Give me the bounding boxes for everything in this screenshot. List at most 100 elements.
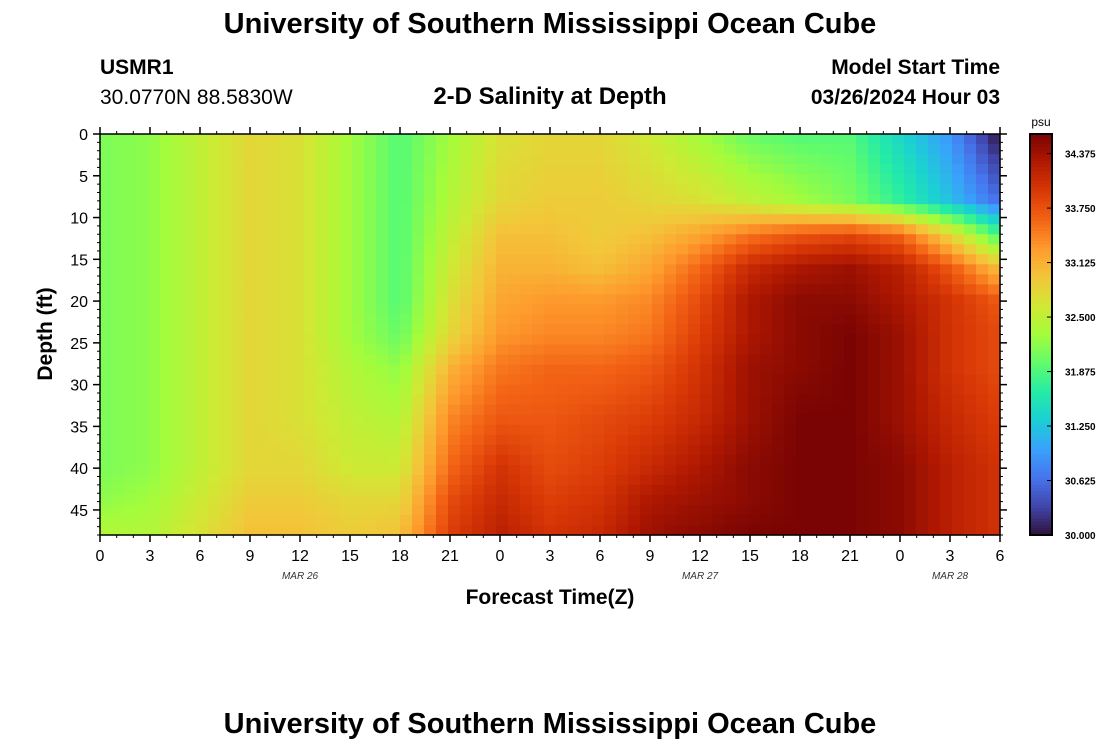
main-title: University of Southern Mississippi Ocean… <box>223 8 877 40</box>
heatmap-cell <box>136 444 149 456</box>
heatmap-cell <box>220 254 233 265</box>
heatmap-cell <box>892 264 905 275</box>
heatmap-cell <box>568 204 581 215</box>
heatmap-cell <box>652 294 665 306</box>
heatmap-cell <box>184 154 197 165</box>
heatmap-cell <box>796 414 809 426</box>
heatmap-cell <box>532 294 545 306</box>
heatmap-cell <box>232 464 245 476</box>
y-axis-title: Depth (ft) <box>34 287 57 380</box>
heatmap-cell <box>604 354 617 366</box>
heatmap-cell <box>568 304 581 316</box>
heatmap-cell <box>352 304 365 316</box>
heatmap-cell <box>400 394 413 406</box>
heatmap-cell <box>700 324 713 336</box>
heatmap-cell <box>232 264 245 275</box>
heatmap-cell <box>460 394 473 406</box>
heatmap-cell <box>676 264 689 275</box>
colorbar-segment <box>1030 254 1052 259</box>
heatmap-cell <box>304 524 317 536</box>
colorbar-segment <box>1030 381 1052 386</box>
heatmap-cell <box>760 274 773 285</box>
heatmap-cell <box>916 364 929 376</box>
heatmap-cell <box>208 214 221 225</box>
heatmap-cell <box>652 314 665 326</box>
heatmap-cell <box>724 234 737 245</box>
colorbar-segment <box>1030 357 1052 362</box>
heatmap-cell <box>796 344 809 356</box>
heatmap-cell <box>520 454 533 466</box>
heatmap-cell <box>820 354 833 366</box>
heatmap-cell <box>760 224 773 235</box>
heatmap-cell <box>664 434 677 446</box>
heatmap-cell <box>472 324 485 336</box>
heatmap-cell <box>484 334 497 346</box>
heatmap-cell <box>328 314 341 326</box>
heatmap-cell <box>796 444 809 456</box>
colorbar-segment <box>1030 267 1052 272</box>
heatmap-cell <box>160 214 173 225</box>
colorbar-segment <box>1030 488 1052 493</box>
heatmap-cell <box>580 294 593 306</box>
heatmap-cell <box>724 444 737 456</box>
heatmap-cell <box>220 154 233 165</box>
heatmap-cell <box>592 424 605 436</box>
heatmap-cell <box>484 234 497 245</box>
heatmap-cell <box>928 434 941 446</box>
heatmap-cell <box>496 504 509 516</box>
heatmap-cell <box>232 234 245 245</box>
heatmap-cell <box>256 494 269 506</box>
heatmap-cell <box>928 474 941 486</box>
heatmap-cell <box>688 264 701 275</box>
heatmap-cell <box>244 524 257 536</box>
heatmap-cell <box>508 324 521 336</box>
heatmap-cell <box>688 524 701 536</box>
heatmap-cell <box>856 274 869 285</box>
heatmap-cell <box>760 234 773 245</box>
heatmap-cell <box>748 204 761 215</box>
heatmap-cell <box>688 324 701 336</box>
heatmap-cell <box>184 164 197 175</box>
heatmap-cell <box>868 484 881 496</box>
heatmap-cell <box>748 134 761 145</box>
heatmap-cell <box>340 314 353 326</box>
heatmap-cell <box>496 424 509 436</box>
heatmap-cell <box>724 244 737 255</box>
heatmap-cell <box>304 404 317 416</box>
colorbar-tick-label: 31.875 <box>1065 368 1096 379</box>
heatmap-cell <box>964 214 977 225</box>
heatmap-cell <box>304 484 317 496</box>
heatmap-cell <box>112 234 125 245</box>
heatmap-cell <box>556 334 569 346</box>
heatmap-cell <box>856 254 869 265</box>
heatmap-cell <box>592 174 605 185</box>
heatmap-cell <box>664 294 677 306</box>
y-tick-label: 40 <box>70 461 88 478</box>
heatmap-cell <box>952 354 965 366</box>
heatmap-cell <box>808 134 821 145</box>
heatmap-cell <box>256 244 269 255</box>
heatmap-cell <box>364 374 377 386</box>
heatmap-cell <box>868 304 881 316</box>
heatmap-cell <box>484 204 497 215</box>
heatmap-cell <box>256 324 269 336</box>
heatmap-cell <box>400 144 413 155</box>
heatmap-cell <box>352 244 365 255</box>
heatmap-cell <box>892 464 905 476</box>
heatmap-cell <box>808 504 821 516</box>
heatmap-cell <box>184 324 197 336</box>
heatmap-cell <box>472 244 485 255</box>
heatmap-cell <box>208 384 221 396</box>
heatmap-cell <box>580 264 593 275</box>
heatmap-cell <box>268 174 281 185</box>
heatmap-cell <box>352 404 365 416</box>
heatmap-cell <box>208 354 221 366</box>
heatmap-cell <box>304 464 317 476</box>
heatmap-cell <box>952 324 965 336</box>
heatmap-cell <box>388 154 401 165</box>
heatmap-cell <box>976 254 989 265</box>
heatmap-cell <box>280 184 293 195</box>
heatmap-cell <box>208 404 221 416</box>
heatmap-cell <box>808 254 821 265</box>
heatmap-cell <box>676 484 689 496</box>
